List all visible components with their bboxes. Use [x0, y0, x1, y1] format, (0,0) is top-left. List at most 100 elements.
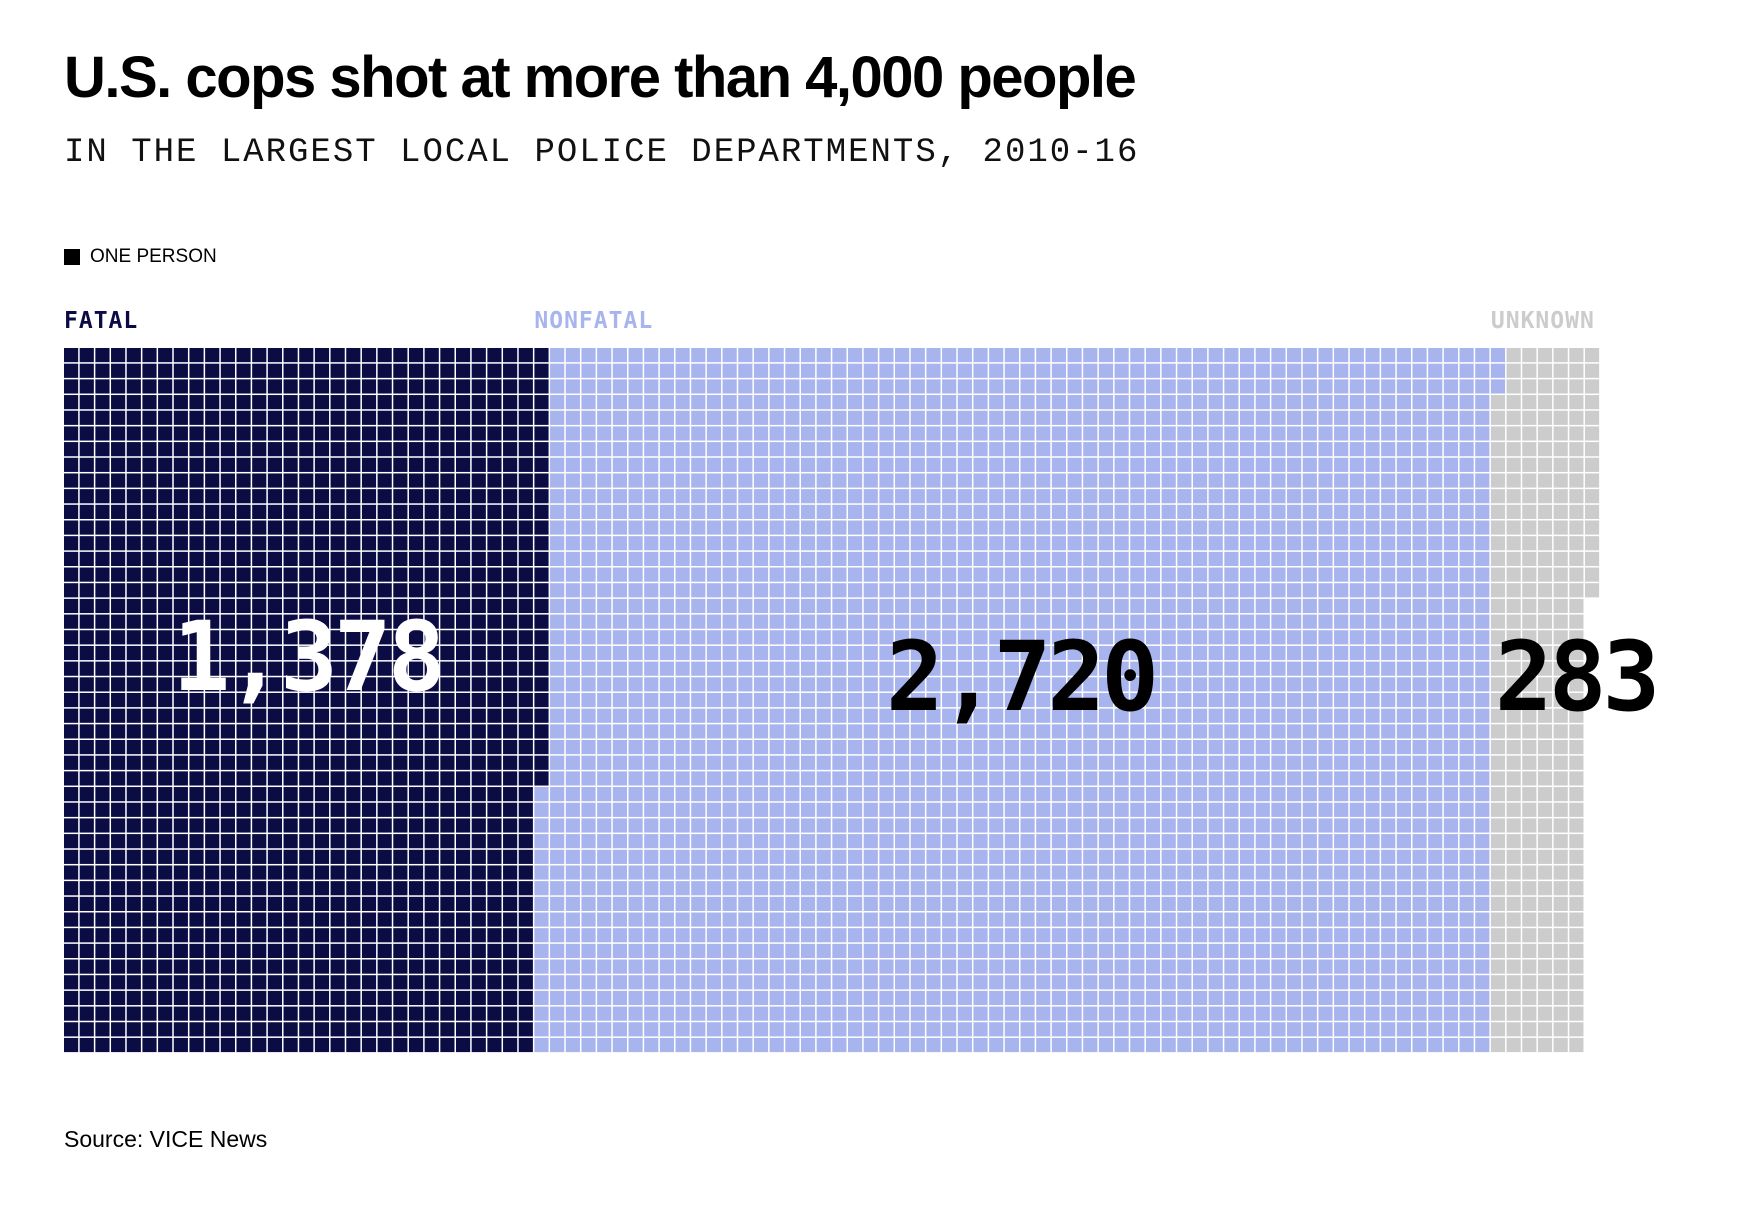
waffle-cell-nonfatal: [957, 990, 972, 1006]
waffle-cell-nonfatal: [926, 551, 941, 567]
waffle-cell-nonfatal: [753, 1006, 769, 1021]
waffle-cell-nonfatal: [1365, 598, 1380, 614]
waffle-cell-nonfatal: [581, 990, 596, 1006]
waffle-cell-unknown: [1490, 536, 1506, 551]
waffle-cell-fatal: [189, 630, 204, 645]
waffle-cell-nonfatal: [800, 363, 816, 378]
waffle-cell-nonfatal: [1349, 536, 1364, 551]
waffle-cell-fatal: [64, 583, 79, 598]
waffle-cell-nonfatal: [895, 598, 910, 614]
waffle-cell-unknown: [1490, 677, 1506, 692]
waffle-cell-nonfatal: [910, 630, 925, 645]
waffle-cell-nonfatal: [1192, 614, 1208, 629]
waffle-cell-nonfatal: [565, 771, 580, 786]
waffle-cell-nonfatal: [1240, 865, 1255, 880]
waffle-cell-nonfatal: [1287, 724, 1302, 739]
waffle-cell-nonfatal: [832, 849, 847, 864]
waffle-cell-nonfatal: [550, 771, 565, 786]
waffle-cell-nonfatal: [1224, 1006, 1239, 1021]
waffle-cell-nonfatal: [895, 363, 910, 378]
waffle-cell-nonfatal: [989, 363, 1004, 378]
waffle-cell-nonfatal: [957, 818, 972, 833]
waffle-cell-nonfatal: [1130, 504, 1145, 519]
waffle-cell-nonfatal: [1145, 520, 1161, 535]
waffle-cell-fatal: [377, 928, 392, 943]
waffle-cell-nonfatal: [1177, 912, 1192, 927]
waffle-cell-nonfatal: [1255, 473, 1270, 488]
waffle-cell-nonfatal: [1130, 740, 1145, 755]
waffle-cell-nonfatal: [581, 504, 596, 519]
waffle-cell-nonfatal: [1224, 896, 1239, 911]
waffle-cell-nonfatal: [738, 645, 753, 661]
waffle-cell-fatal: [158, 551, 173, 567]
waffle-cell-nonfatal: [659, 426, 675, 441]
waffle-cell-nonfatal: [550, 1006, 565, 1021]
waffle-cell-fatal: [393, 598, 408, 614]
waffle-cell-unknown: [1506, 834, 1521, 849]
waffle-cell-fatal: [142, 881, 157, 896]
waffle-cell-nonfatal: [785, 1022, 800, 1037]
waffle-cell-nonfatal: [942, 881, 957, 896]
waffle-cell-nonfatal: [565, 583, 580, 598]
waffle-cell-nonfatal: [816, 473, 831, 488]
waffle-cell-nonfatal: [1036, 959, 1051, 974]
waffle-cell-nonfatal: [1459, 755, 1474, 770]
waffle-cell-nonfatal: [1161, 787, 1176, 802]
waffle-cell-nonfatal: [957, 802, 972, 817]
waffle-cell-nonfatal: [1349, 755, 1364, 770]
waffle-cell-nonfatal: [565, 928, 580, 943]
waffle-cell-fatal: [126, 787, 141, 802]
waffle-cell-nonfatal: [1459, 724, 1474, 739]
waffle-cell-nonfatal: [910, 426, 925, 441]
waffle-cell-fatal: [518, 692, 533, 708]
waffle-cell-nonfatal: [800, 442, 816, 457]
waffle-cell-fatal: [377, 489, 392, 504]
waffle-cell-nonfatal: [1130, 645, 1145, 661]
waffle-cell-nonfatal: [1161, 379, 1176, 394]
waffle-cell-nonfatal: [1428, 348, 1443, 363]
waffle-cell-nonfatal: [1020, 1037, 1035, 1053]
waffle-cell-nonfatal: [910, 645, 925, 661]
waffle-cell-unknown: [1490, 473, 1506, 488]
waffle-cell-nonfatal: [565, 975, 580, 990]
waffle-cell-nonfatal: [644, 834, 659, 849]
waffle-cell-fatal: [220, 881, 235, 896]
waffle-cell-fatal: [487, 520, 502, 535]
waffle-cell-nonfatal: [1349, 1006, 1364, 1021]
waffle-cell-fatal: [142, 348, 157, 363]
waffle-cell-fatal: [299, 489, 314, 504]
waffle-cell-fatal: [79, 567, 94, 582]
waffle-cell-nonfatal: [1271, 928, 1286, 943]
waffle-cell-fatal: [64, 1037, 79, 1053]
waffle-cell-fatal: [158, 865, 173, 880]
waffle-cell-nonfatal: [1192, 395, 1208, 410]
waffle-cell-unknown: [1506, 943, 1521, 959]
waffle-cell-nonfatal: [1428, 912, 1443, 927]
waffle-cell-fatal: [142, 442, 157, 457]
waffle-cell-nonfatal: [1349, 1037, 1364, 1053]
waffle-cell-nonfatal: [816, 598, 831, 614]
waffle-cell-nonfatal: [1365, 457, 1380, 472]
waffle-cell-fatal: [283, 849, 298, 864]
waffle-cell-fatal: [111, 1037, 126, 1053]
waffle-cell-nonfatal: [1098, 473, 1114, 488]
waffle-cell-fatal: [95, 348, 110, 363]
waffle-cell-nonfatal: [1036, 536, 1051, 551]
waffle-cell-fatal: [236, 583, 251, 598]
waffle-cell-nonfatal: [1412, 1006, 1427, 1021]
waffle-cell-fatal: [205, 928, 220, 943]
waffle-cell-nonfatal: [1381, 755, 1396, 770]
waffle-cell-nonfatal: [832, 551, 847, 567]
waffle-cell-nonfatal: [1365, 379, 1380, 394]
waffle-cell-nonfatal: [1318, 536, 1333, 551]
waffle-cell-nonfatal: [565, 410, 580, 425]
waffle-cell-nonfatal: [628, 379, 643, 394]
waffle-cell-nonfatal: [1271, 457, 1286, 472]
waffle-cell-nonfatal: [895, 1006, 910, 1021]
waffle-cell-nonfatal: [644, 536, 659, 551]
waffle-cell-nonfatal: [800, 661, 816, 676]
waffle-cell-nonfatal: [1255, 990, 1270, 1006]
waffle-cell-nonfatal: [1161, 363, 1176, 378]
waffle-cell-fatal: [424, 787, 439, 802]
waffle-cell-nonfatal: [785, 755, 800, 770]
